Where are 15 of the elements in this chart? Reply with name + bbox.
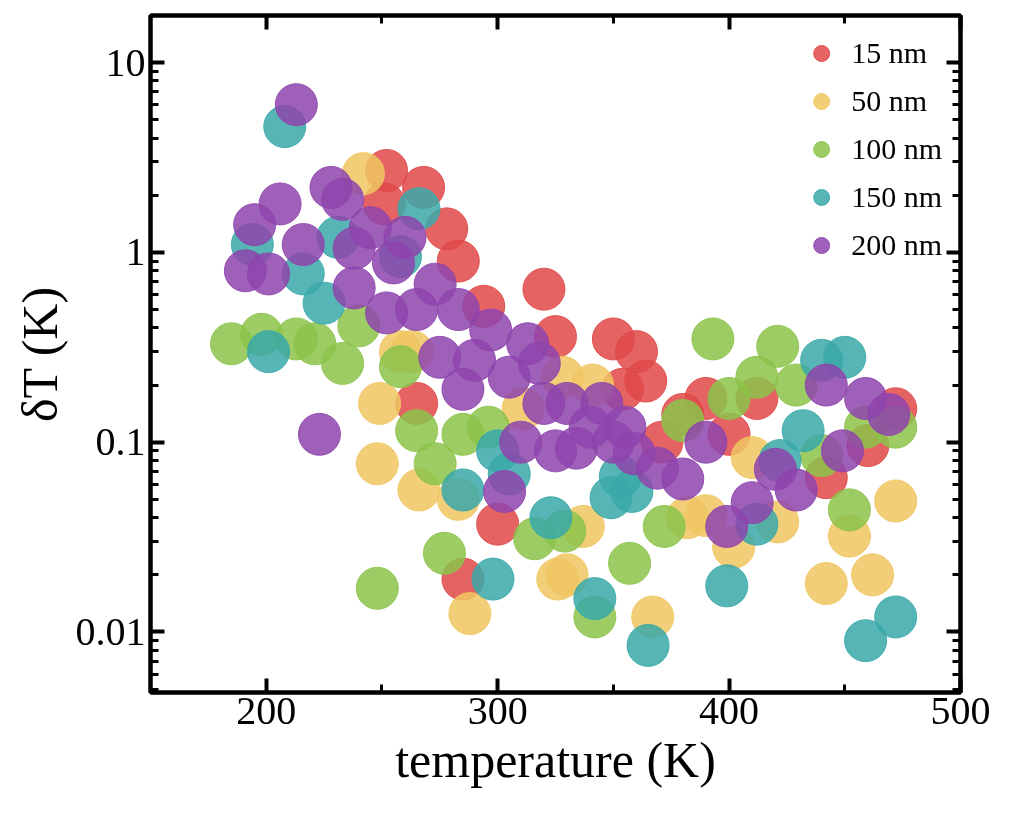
y-tick-label: 10 bbox=[105, 39, 146, 85]
x-tick-label: 300 bbox=[467, 687, 528, 733]
y-axis-title: δT (K) bbox=[11, 286, 68, 423]
x-tick-label: 200 bbox=[236, 687, 297, 733]
x-axis-title: temperature (K) bbox=[395, 731, 716, 788]
legend-label: 200 nm bbox=[851, 228, 942, 262]
legend-label: 15 nm bbox=[851, 36, 927, 70]
x-tick-label: 500 bbox=[930, 687, 991, 733]
legend-label: 150 nm bbox=[851, 180, 942, 214]
legend-label: 100 nm bbox=[851, 132, 942, 166]
legend-label: 50 nm bbox=[851, 84, 927, 118]
y-tick-label: 0.01 bbox=[75, 609, 146, 654]
x-tick-label: 400 bbox=[699, 687, 760, 733]
y-tick-label: 1 bbox=[125, 229, 146, 275]
y-tick-label: 0.1 bbox=[95, 419, 146, 465]
